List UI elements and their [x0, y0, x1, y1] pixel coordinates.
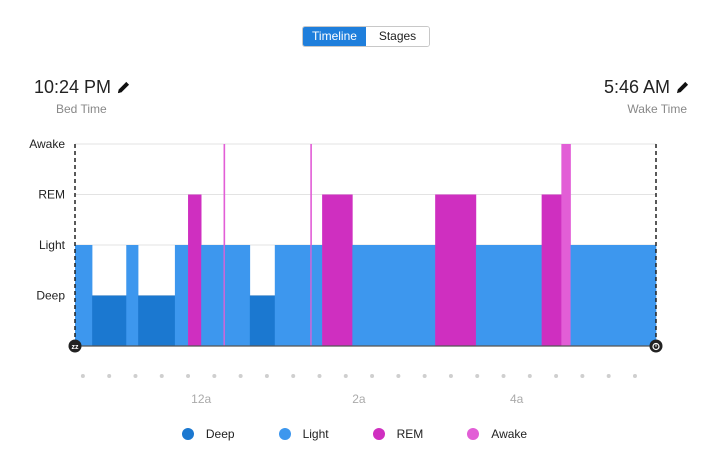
legend-item-awake: Awake	[467, 427, 527, 441]
legend-item-rem: REM	[372, 427, 424, 441]
legend-item-light: Light	[278, 427, 329, 441]
x-axis-minor-dot	[80, 374, 85, 378]
stage-segment-rem	[322, 194, 353, 346]
stage-segment-rem	[435, 194, 477, 346]
x-axis-minor-dot	[317, 374, 322, 378]
stage-segment-light	[274, 245, 311, 346]
timeline-tab[interactable]: Timeline	[303, 27, 366, 46]
x-axis-minor-dot	[396, 374, 401, 378]
x-axis-minor-dot	[186, 374, 191, 378]
stage-segment-awake	[561, 144, 571, 346]
stages-tab[interactable]: Stages	[366, 27, 429, 46]
legend: Deep Light REM Awake	[0, 427, 709, 441]
x-axis-minor-dot	[264, 374, 269, 378]
stage-segment-deep	[92, 295, 127, 346]
x-axis-label: 2a	[352, 392, 366, 406]
x-axis-minor-dot	[107, 374, 112, 378]
stage-segment-light	[75, 245, 93, 346]
stage-segment-awake	[223, 144, 226, 346]
alarm-clock-face	[652, 342, 660, 351]
bed-time-value: 10:24 PM	[34, 77, 112, 97]
wake-time-row[interactable]: 5:46 AM	[604, 77, 689, 98]
stage-segment-light	[174, 245, 189, 346]
legend-swatch	[278, 428, 291, 440]
x-axis-minor-dot	[343, 374, 348, 378]
legend-label: Awake	[491, 427, 528, 441]
bed-time-label: Bed Time	[56, 102, 107, 116]
stage-segment-light	[352, 245, 436, 346]
x-axis-minor-dot	[212, 374, 217, 378]
bed-time-row[interactable]: 10:24 PM	[34, 77, 130, 98]
legend-swatch	[372, 428, 385, 440]
stage-segment-light	[570, 245, 657, 346]
y-axis-label: Deep	[36, 289, 65, 303]
sleep-timeline-chart: Deep Light REM Awake zz 12a 2a 4a	[29, 137, 663, 406]
x-axis-minor-dot	[159, 374, 164, 378]
y-axis-label: REM	[38, 188, 65, 202]
x-axis-label: 12a	[191, 392, 211, 406]
x-axis-minor-dot	[606, 374, 611, 378]
view-toggle: Timeline Stages	[302, 26, 430, 47]
stage-segment-light	[311, 245, 323, 346]
legend-label: Light	[302, 427, 329, 441]
sleep-zz-icon	[68, 339, 82, 353]
y-axis-label: Light	[39, 238, 66, 252]
stage-segment-light	[201, 245, 224, 346]
legend-swatch	[467, 428, 480, 440]
legend-swatch	[181, 428, 194, 440]
x-axis-minor-dot	[448, 374, 453, 378]
stage-segment-rem	[188, 194, 202, 346]
legend-label: Deep	[205, 427, 235, 441]
x-axis-minor-dot	[291, 374, 296, 378]
stage-segment-awake	[310, 144, 312, 346]
pencil-icon[interactable]	[676, 81, 689, 94]
stage-segment-deep	[138, 295, 176, 346]
x-axis-minor-dot	[475, 374, 480, 378]
stage-segment-light	[475, 245, 542, 346]
stage-segment-light	[126, 245, 139, 346]
x-axis-minor-dot	[527, 374, 532, 378]
x-axis-minor-dot	[554, 374, 559, 378]
x-axis-minor-dot	[632, 374, 637, 378]
sleep-zz-glyph: zz	[72, 344, 80, 351]
wake-time-block: 5:46 AM Wake Time	[604, 77, 689, 116]
y-axis-label: Awake	[29, 137, 65, 151]
wake-time-value: 5:46 AM	[603, 77, 670, 97]
x-axis-minor-dot	[133, 374, 138, 378]
x-axis-minor-dot	[580, 374, 585, 378]
legend-item-deep: Deep	[181, 427, 235, 441]
pencil-icon[interactable]	[117, 81, 130, 94]
stage-segment-light	[224, 245, 251, 346]
bed-time-block: 10:24 PM Bed Time	[34, 77, 130, 116]
x-axis-minor-dot	[422, 374, 427, 378]
x-axis-minor-dot	[501, 374, 506, 378]
legend-label: REM	[396, 427, 424, 441]
x-axis-minor-dot	[370, 374, 375, 378]
wake-time-label: Wake Time	[627, 102, 687, 116]
x-axis-minor-dot	[238, 374, 243, 378]
stage-segment-rem	[541, 194, 562, 346]
stage-segment-deep	[249, 295, 276, 346]
x-axis-label: 4a	[510, 392, 524, 406]
